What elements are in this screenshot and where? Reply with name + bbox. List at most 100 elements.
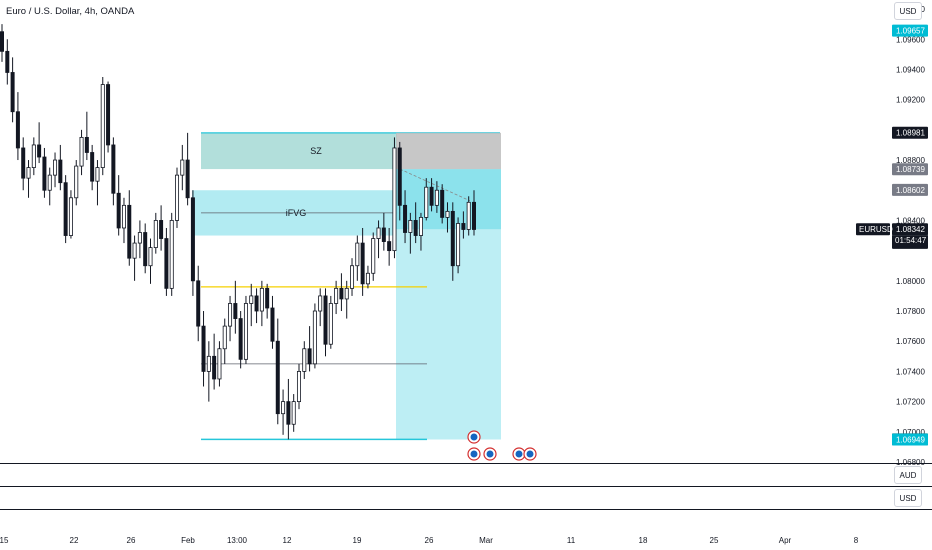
countdown-label: 01:54:47 xyxy=(895,236,927,245)
economic-event-icon[interactable] xyxy=(483,447,497,461)
candle-body xyxy=(281,401,286,415)
candle xyxy=(190,190,195,296)
price-tick-label: 1.07000 xyxy=(896,428,925,437)
price-tick-label: 1.08400 xyxy=(896,216,925,225)
economic-event-icon[interactable] xyxy=(467,430,481,444)
candle-body xyxy=(37,144,42,158)
candle-body xyxy=(15,111,20,149)
price-tag-label: 1.08602 xyxy=(896,186,925,195)
time-tick-label: 18 xyxy=(639,536,648,545)
pane-separator[interactable] xyxy=(0,463,932,464)
economic-event-icon[interactable] xyxy=(467,447,481,461)
candle xyxy=(323,288,328,357)
candle-body xyxy=(296,371,301,403)
time-tick-label: 8 xyxy=(854,536,859,545)
candle xyxy=(344,280,349,319)
candle-body xyxy=(31,144,36,168)
candle-body xyxy=(344,287,349,300)
ifvg-zone-label: iFVG xyxy=(286,208,307,218)
time-tick-label: 26 xyxy=(127,536,136,545)
icon-fill xyxy=(515,450,523,458)
candle-body xyxy=(328,303,333,345)
candle xyxy=(47,167,52,206)
candle-body xyxy=(265,287,270,309)
candle xyxy=(21,137,26,191)
candle-body xyxy=(376,227,381,239)
candle xyxy=(318,288,323,327)
candle xyxy=(175,167,180,228)
candle xyxy=(15,92,20,161)
candle-body xyxy=(84,136,89,153)
candle xyxy=(281,389,286,435)
candle-body xyxy=(434,189,439,206)
candle-body xyxy=(185,159,190,199)
price-tick-label: 1.07400 xyxy=(896,367,925,376)
economic-event-icon[interactable] xyxy=(523,447,537,461)
candle xyxy=(387,227,392,266)
candle xyxy=(100,77,105,176)
candle-body xyxy=(169,220,174,289)
time-tick-label: 25 xyxy=(710,536,719,545)
pane-currency-button-aud[interactable]: AUD xyxy=(894,466,922,484)
candle-body xyxy=(408,220,413,233)
candle-body xyxy=(307,348,312,365)
candle xyxy=(132,235,137,281)
price-tag-label: 1.06949 xyxy=(896,436,925,445)
candle-body xyxy=(100,84,105,168)
time-tick-label: 12 xyxy=(283,536,292,545)
time-tick-label: Feb xyxy=(181,536,195,545)
pane-separator[interactable] xyxy=(0,486,932,487)
candle xyxy=(79,129,84,176)
candle xyxy=(413,202,418,244)
price-tag-label: 1.08739 xyxy=(896,165,925,174)
candle xyxy=(233,280,238,334)
candle-body xyxy=(127,204,132,259)
time-axis[interactable]: 15 22 26 Feb 13:00 12 19 26 Mar 11 18 25 Apr 8 xyxy=(0,536,859,545)
candle xyxy=(63,175,68,244)
candle-body xyxy=(206,355,211,372)
pane-currency-button-usd[interactable]: USD xyxy=(894,489,922,507)
candle-body xyxy=(190,197,195,282)
candle-body xyxy=(466,201,471,230)
price-tag-bg xyxy=(892,183,928,196)
price-tag-bg xyxy=(892,163,928,176)
candle-body xyxy=(381,227,386,242)
time-tick-label: Apr xyxy=(779,536,792,545)
price-tick-label: 1.07200 xyxy=(896,398,925,407)
currency-button[interactable]: USD xyxy=(894,2,922,20)
candle xyxy=(228,295,233,342)
candle-body xyxy=(461,223,466,230)
candle xyxy=(58,144,63,191)
candle-body xyxy=(5,50,10,73)
candle-body xyxy=(471,201,476,230)
price-tick-label: 1.07600 xyxy=(896,337,925,346)
chart-legend-title: Euro / U.S. Dollar, 4h, OANDA xyxy=(6,6,135,17)
candle xyxy=(249,283,254,327)
candle-body xyxy=(270,307,275,342)
candle xyxy=(466,196,471,236)
candle xyxy=(153,212,158,254)
candle-body xyxy=(429,186,434,206)
candle-body xyxy=(153,220,158,249)
icon-fill xyxy=(470,450,478,458)
sz-zone-label: SZ xyxy=(310,146,322,156)
candle xyxy=(334,280,339,315)
economic-event-icon[interactable] xyxy=(512,447,526,461)
candle-body xyxy=(53,159,58,176)
event-icons[interactable] xyxy=(467,430,537,461)
candle-body xyxy=(334,287,339,304)
candle-body xyxy=(228,303,233,327)
candle xyxy=(26,160,31,198)
projection-line xyxy=(399,168,471,202)
candle xyxy=(286,378,291,440)
candle xyxy=(148,238,153,284)
candle xyxy=(243,295,248,364)
candle xyxy=(127,190,132,266)
candle xyxy=(53,152,58,188)
time-tick-label: 13:00 xyxy=(227,536,248,545)
entry-zone xyxy=(396,169,501,230)
pane-separator[interactable] xyxy=(0,509,932,510)
sz-zone xyxy=(201,132,397,170)
candle-body xyxy=(164,238,169,289)
